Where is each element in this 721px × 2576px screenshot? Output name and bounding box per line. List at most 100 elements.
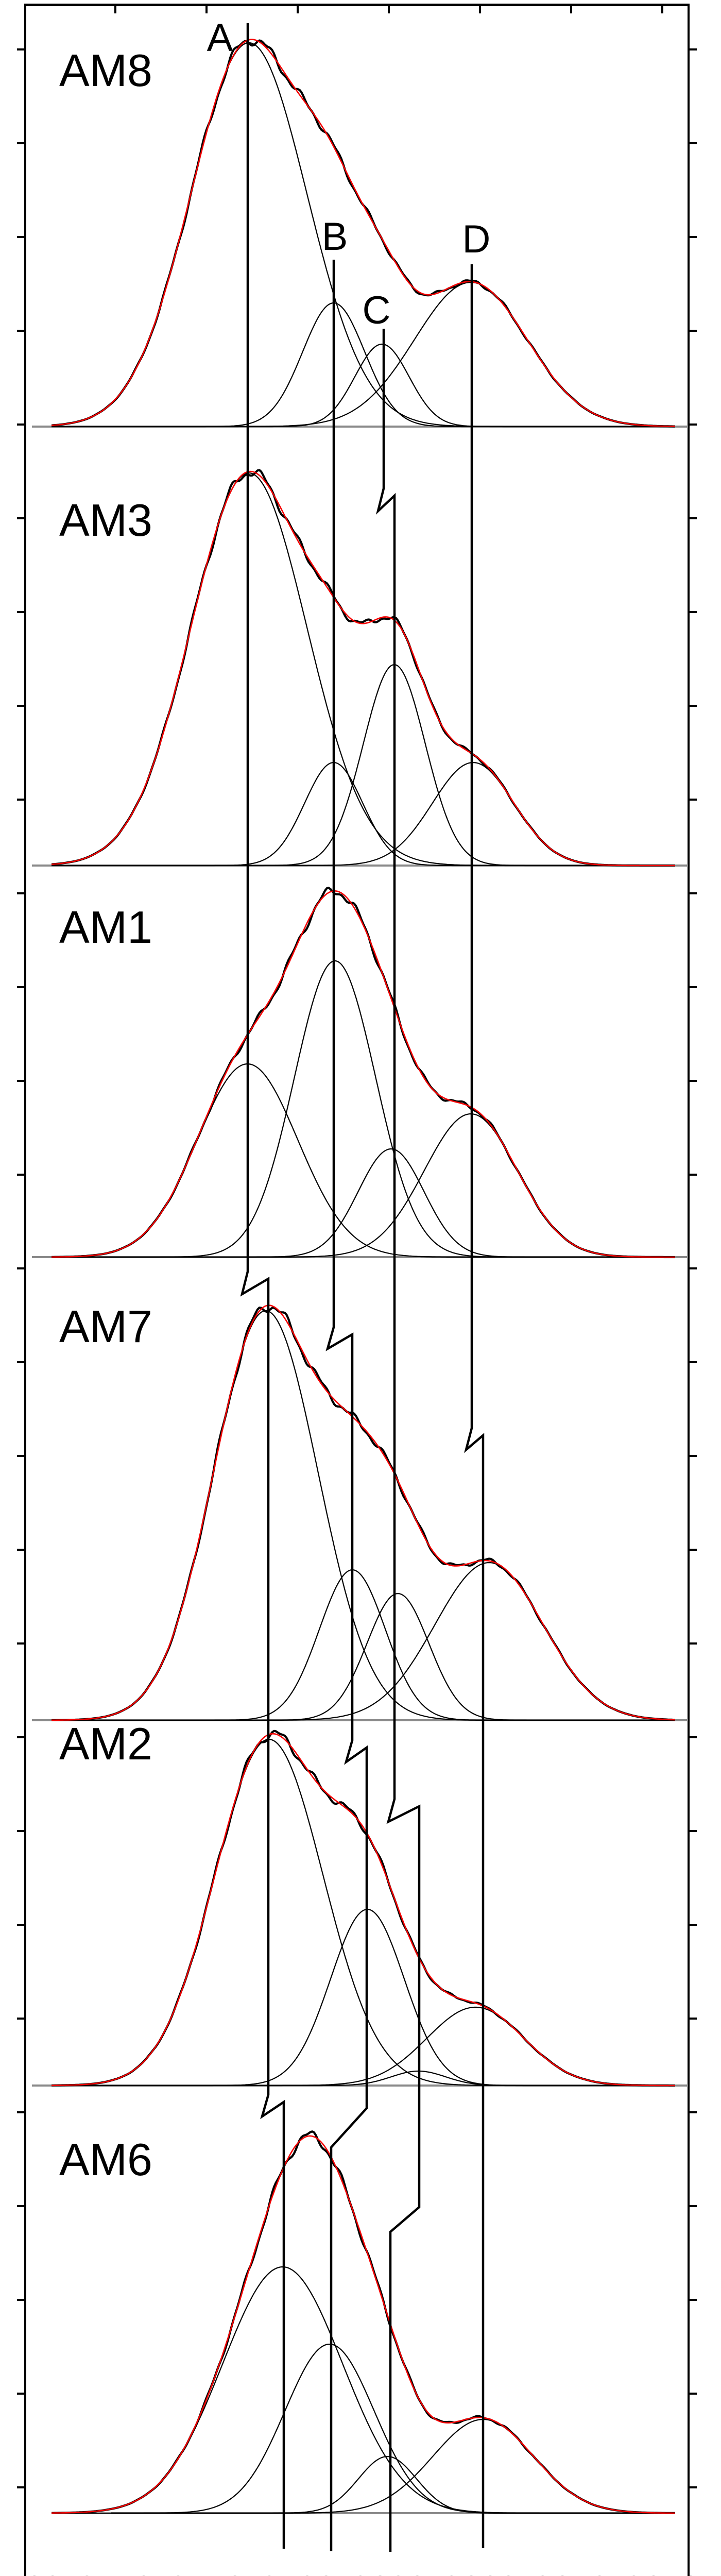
panel-AM6-measured-curve [52,2130,675,2514]
panel-AM7-component-C-curve [52,1592,675,1721]
panel-AM6-component-B-curve [52,2344,675,2514]
left-axis-tick [17,892,24,894]
x-tick-label-3700: 3700 [260,2569,336,2576]
right-axis-tick [690,142,697,144]
panel-AM1-component-A-curve [52,1063,675,1258]
marker-line-A [240,23,285,2549]
panel-label-AM6: AM6 [59,2134,152,2185]
left-axis-tick [17,142,24,144]
panel-AM6-fit-curve [52,2135,675,2514]
x-tick-label-3760: 3760 [0,2569,62,2576]
right-axis-tick [690,1455,697,1457]
panel-label-AM7: AM7 [59,1301,152,1352]
right-axis-tick [690,986,697,988]
left-axis-tick [17,2018,24,2020]
panel-AM6-baseline [111,2512,654,2514]
left-axis-tick [17,1924,24,1926]
right-axis-tick [690,2299,697,2301]
right-axis-tick [690,799,697,801]
left-axis-tick [17,330,24,332]
x-tick-label-3660: 3660 [442,2569,518,2576]
right-axis-tick [690,1830,697,1832]
right-axis-tick [690,705,697,707]
panel-AM1-component-D-curve [52,1113,675,1258]
right-axis-tick [690,1267,697,1269]
panel-AM8-baseline [32,426,687,428]
panel-AM1-component-B-curve [52,960,675,1258]
panel-AM6-component-C-curve [52,2455,675,2514]
panel-AM2-baseline [32,2084,687,2087]
left-axis-tick [17,2111,24,2113]
left-axis-tick [17,1455,24,1457]
left-axis-tick [17,2486,24,2488]
right-axis-tick [690,1080,697,1082]
plot-frame-top-border [24,4,690,6]
top-axis-tick [297,6,299,13]
right-axis-tick [690,330,697,332]
left-axis-tick [17,1174,24,1176]
left-axis-tick [17,611,24,613]
left-axis-tick [17,48,24,50]
panel-AM7-component-A-curve [52,1310,675,1721]
top-axis-tick [479,6,481,13]
left-axis-tick [17,986,24,988]
right-axis-tick [690,1736,697,1738]
marker-line-B [325,260,368,2551]
left-axis-tick [17,705,24,707]
left-axis-tick [17,517,24,519]
left-axis-tick [17,2299,24,2301]
right-axis-tick [690,2205,697,2207]
top-axis-tick [570,6,572,13]
left-axis-tick [17,799,24,801]
plot-frame-left-border [24,4,26,2576]
panel-label-AM8: AM8 [59,45,152,96]
panel-AM7-measured-curve [52,1307,675,1721]
panel-AM3-component-B-curve [52,761,675,867]
left-axis-tick [17,423,24,426]
marker-label-C: C [363,289,391,332]
panel-AM7-fit-curve [52,1304,675,1721]
top-axis-tick [661,6,663,13]
panel-label-AM2: AM2 [59,1718,152,1769]
panel-AM1-component-C-curve [52,1148,675,1258]
panel-AM8-fit-curve [51,39,675,427]
panel-AM1-fit-curve [52,890,675,1258]
marker-label-B: B [322,215,348,259]
panel-AM3-baseline [32,865,687,867]
right-axis-tick [690,2393,697,2395]
marker-line-D [464,264,485,2548]
panel-label-AM3: AM3 [59,495,152,546]
panel-AM7-component-D-curve [52,1562,675,1721]
left-axis-tick [17,1361,24,1363]
panel-AM3-fit-curve [52,470,675,867]
left-axis-tick [17,1080,24,1082]
left-axis-tick [17,2205,24,2207]
right-axis-tick [690,1549,697,1551]
left-axis-tick [17,236,24,238]
x-tick-label-3640: 3640 [534,2569,609,2576]
x-tick-label-3680: 3680 [351,2569,427,2576]
top-axis-tick [388,6,390,13]
right-axis-tick [690,1361,697,1363]
panel-AM8-measured-curve [51,39,675,428]
panel-AM8-component-A-curve [52,42,675,428]
right-axis-tick [690,2486,697,2488]
right-axis-tick [690,2018,697,2020]
panel-label-AM1: AM1 [59,902,152,953]
panel-AM8-component-C-curve [52,343,675,428]
panel-AM6-component-A-curve [52,2266,675,2514]
x-tick-label-3720: 3720 [169,2569,245,2576]
panel-AM2-measured-curve [52,1730,675,2087]
right-axis-tick [690,2111,697,2113]
top-axis-tick [205,6,208,13]
left-axis-tick [17,2393,24,2395]
right-axis-tick [690,517,697,519]
right-axis-tick [690,236,697,238]
left-axis-tick [17,1736,24,1738]
right-axis-tick [690,1924,697,1926]
panel-AM7-baseline [32,1719,687,1721]
right-axis-tick [690,892,697,894]
marker-label-D: D [462,217,491,261]
